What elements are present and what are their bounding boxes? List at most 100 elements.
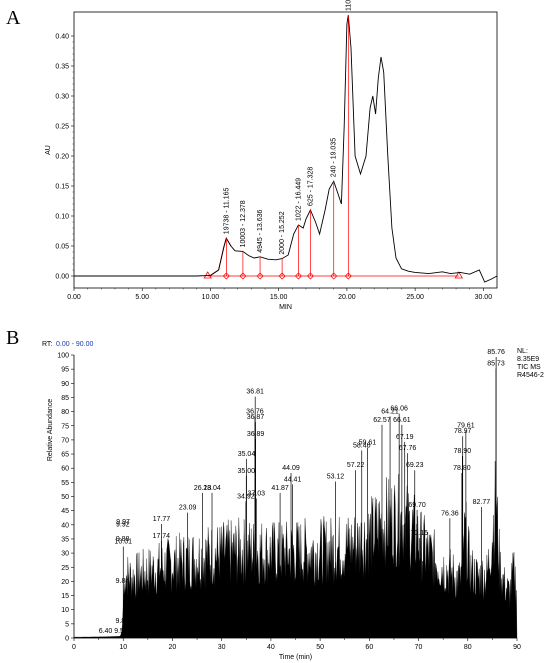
y-tick-label: 55 [61,480,69,487]
x-tick-label: 25.00 [406,294,424,301]
peak-label: 66.06 [390,406,408,413]
peak-label: 10.01 [115,539,133,546]
peak-label: 6.40 [99,628,113,635]
x-tick-label: 5.00 [135,294,149,301]
peak-label: 62.57 [373,417,391,424]
peak-label: 44.41 [284,476,302,483]
y-tick-label: 0.15 [55,184,69,191]
peak-diamond-marker [239,272,247,280]
peak-label: 9.88 [116,536,130,543]
y-tick-label: 5 [65,621,69,628]
x-tick-label: 10.00 [202,294,220,301]
peak-diamond-marker [278,272,286,280]
x-tick-label: 0.00 [67,294,81,301]
y-tick-label: 70 [61,437,69,444]
y-tick-label: 0.30 [55,94,69,101]
peak-label: 59.61 [359,440,377,447]
peak-label: 19738 - 11.165 [223,188,230,235]
peak-diamond-marker [294,272,302,280]
peak-label: 70.15 [411,530,429,537]
peak-label: 37.03 [248,491,266,498]
y-tick-label: 95 [61,367,69,374]
y-tick-label: 90 [61,381,69,388]
y-axis-label: Relative Abundance [47,399,54,461]
peak-label: 53.12 [327,474,345,481]
peak-label: 67.76 [399,445,417,452]
tic-signal-area [73,460,518,639]
peak-label: 23.09 [179,505,197,512]
y-tick-label: 0.35 [55,64,69,71]
y-tick-label: 85 [61,395,69,402]
peak-label: 9.97 [116,519,130,526]
normalization-info-line: 8.35E9 [517,356,539,363]
y-tick-label: 10 [61,607,69,614]
peak-label: 78.80 [453,465,471,472]
peak-label: 10003 - 12.378 [240,200,247,247]
chromatogram-trace [74,14,498,283]
integrated-peak-start-trace [210,236,232,276]
y-tick-label: 0.10 [55,214,69,221]
peak-label: 240 - 19.035 [331,138,338,177]
peak-label: 625 - 17.328 [307,167,314,206]
peak-label: 9.84 [116,578,130,585]
peak-label: 58.46 [353,442,371,449]
y-tick-label: 50 [61,494,69,501]
x-tick-label: 80 [464,644,472,651]
peak-label: 64.21 [381,408,399,415]
peak-diamond-marker [256,272,264,280]
y-tick-label: 40 [61,522,69,529]
y-tick-label: 0.00 [55,274,69,281]
panel-b-letter: B [6,327,19,349]
peak-label: 44.09 [282,465,300,472]
chart-a-hplc-chromatogram: 0.00 0.05 0.10 0.15 0.20 0.25 0.30 0.35 0.40 0.00… [45,0,498,311]
panel-a-letter: A [6,7,21,29]
y-tick-label: 0.25 [55,124,69,131]
y-tick-label: 65 [61,452,69,459]
peak-label: 2000 - 15.252 [279,211,286,254]
peak-diamond-marker [306,272,314,280]
peak-label: 36.89 [247,431,265,438]
x-axis-label: Time (min) [279,654,312,661]
peak-label: 17.77 [153,516,171,523]
x-tick-label: 20 [169,644,177,651]
x-tick-label: 50 [316,644,324,651]
y-tick-label: 0.20 [55,154,69,161]
x-tick-label: 30 [218,644,226,651]
peak-label: 28.04 [203,485,221,492]
peak-diamond-marker [330,272,338,280]
rt-range-label: RT: [42,341,52,348]
y-tick-label: 75 [61,423,69,430]
peak-label: 36.81 [246,389,264,396]
y-tick-label: 20 [61,579,69,586]
y-tick-label: 35 [61,536,69,543]
y-tick-label: 45 [61,508,69,515]
peak-label: 9.55 [114,628,128,635]
y-tick-label: 30 [61,551,69,558]
peak-label: 35.04 [238,451,256,458]
x-tick-label: 40 [267,644,275,651]
x-tick-label: 0 [72,644,76,651]
normalization-info-line: NL: [517,348,528,355]
y-tick-label: 25 [61,565,69,572]
peak-label: 69.70 [408,502,426,509]
x-axis-label: MIN [279,304,292,311]
x-tick-label: 20.00 [338,294,356,301]
normalization-info-line: R4546-2 [517,372,544,379]
peak-label: 67.19 [396,434,414,441]
y-tick-label: 80 [61,409,69,416]
x-tick-label: 90 [513,644,521,651]
peak-label: 110 - 20.104 [345,0,352,11]
peak-label: 26.13 [194,485,212,492]
x-tick-label: 10 [119,644,127,651]
x-tick-label: 60 [365,644,373,651]
x-tick-label: 70 [415,644,423,651]
peak-label: 76.36 [441,510,459,517]
y-tick-label: 0 [65,636,69,643]
baseline-triangle-marker [454,271,463,279]
peak-label: 57.22 [347,462,365,469]
peak-label: 69.23 [406,462,424,469]
y-tick-label: 60 [61,466,69,473]
x-tick-label: 30.00 [475,294,493,301]
